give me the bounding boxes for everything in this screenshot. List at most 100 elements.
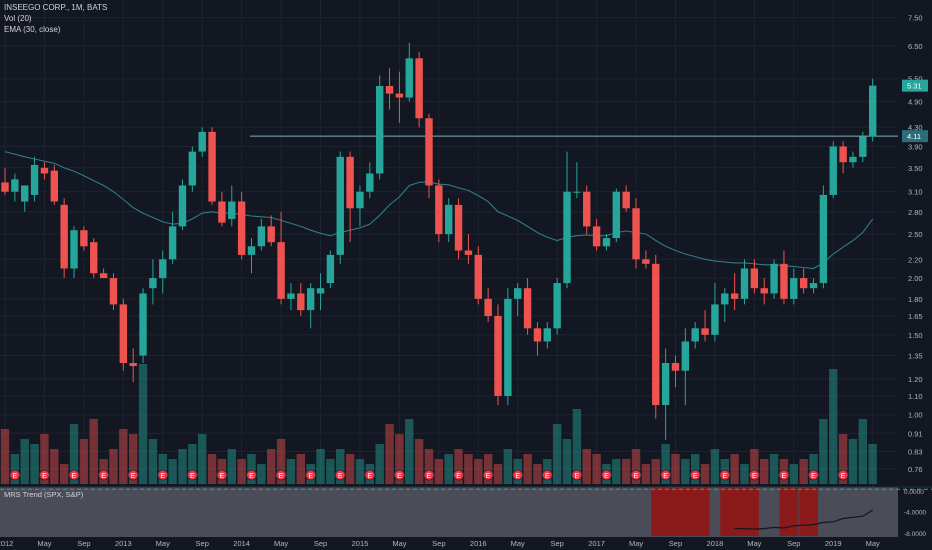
volume-bar — [30, 444, 39, 484]
candle-body — [730, 293, 739, 299]
earnings-letter: E — [72, 473, 77, 480]
candle-body — [80, 230, 88, 247]
candle-body — [1, 182, 9, 192]
candle — [583, 185, 591, 235]
candle — [740, 259, 749, 305]
candle — [691, 322, 699, 349]
candle-body — [306, 288, 315, 311]
volume-bar — [848, 439, 858, 484]
volume-bar — [789, 464, 798, 484]
volume-bar — [760, 459, 769, 484]
candle-body — [474, 254, 482, 299]
candle-body — [839, 146, 847, 163]
time-tick-label: 2018 — [707, 539, 724, 548]
candle — [287, 283, 295, 311]
candle-body — [149, 278, 157, 289]
volume-bar — [267, 449, 276, 484]
candle — [109, 273, 118, 311]
volume-bar — [188, 444, 197, 484]
volume-bar — [336, 449, 345, 484]
candle — [119, 298, 128, 371]
candle-body — [109, 278, 118, 305]
earnings-badge — [275, 469, 287, 481]
earnings-badge — [38, 469, 50, 481]
indicator-tick-label: 0.0000 — [904, 489, 924, 496]
price-tick-label: 2.50 — [908, 230, 923, 239]
earnings-marker: E — [748, 469, 760, 481]
candle — [346, 151, 354, 243]
time-tick-label: May — [511, 539, 525, 548]
candle-body — [11, 179, 19, 192]
volume-bar — [750, 449, 759, 484]
candle — [247, 238, 256, 274]
earnings-badge — [453, 469, 465, 481]
earnings-letter: E — [456, 473, 461, 480]
candle — [661, 348, 670, 440]
candle-body — [484, 298, 492, 317]
candle-body — [829, 146, 837, 195]
candle — [760, 278, 768, 305]
price-tick-label: 1.50 — [908, 331, 923, 340]
volume-bar — [40, 434, 49, 484]
candle-body — [464, 250, 473, 255]
candle — [523, 278, 532, 335]
mrs-trend-label[interactable]: MRS Trend (SPX, S&P) — [4, 490, 84, 499]
time-tick-label: May — [37, 539, 51, 548]
volume-bars — [0, 364, 877, 484]
volume-bar — [769, 454, 779, 484]
volume-bar — [109, 449, 118, 484]
earnings-letter: E — [42, 473, 47, 480]
earnings-marker: E — [216, 469, 228, 481]
candle-body — [809, 283, 818, 289]
candle — [612, 188, 621, 243]
candle-body — [188, 151, 197, 186]
candle-body — [119, 304, 128, 363]
time-tick-label: May — [747, 539, 761, 548]
volume-bar — [345, 454, 355, 484]
volume-bar — [483, 454, 493, 484]
volume-bar — [829, 369, 838, 484]
candle — [533, 322, 542, 356]
candle-body — [267, 226, 275, 243]
price-tick-label: 2.20 — [908, 255, 923, 264]
earnings-marker: E — [186, 469, 198, 481]
earnings-marker: E — [305, 469, 317, 481]
earnings-badge — [246, 469, 257, 481]
volume-bar — [740, 464, 749, 484]
time-axis[interactable]: 2012 May Sep 2013 May Sep 2014 May Sep 2015 May Sep… — [0, 539, 880, 548]
earnings-marker: E — [423, 469, 435, 481]
symbol-title[interactable]: INSEEGO CORP., 1M, BATS — [4, 3, 108, 12]
earnings-badge — [216, 469, 228, 481]
candle-body — [415, 58, 423, 119]
candle — [385, 68, 394, 110]
volume-bar — [710, 449, 720, 484]
indicator-tick-label: -8.0000 — [904, 531, 926, 538]
price-axis[interactable]: 7.50 6.50 5.50 4.90 4.30 3.90 3.50 3.10 2.80 2.50… — [902, 14, 928, 538]
volume-bar — [493, 464, 503, 484]
earnings-letter: E — [308, 473, 313, 480]
candle — [859, 131, 867, 163]
candle — [849, 151, 857, 168]
earnings-letter: E — [841, 473, 846, 480]
earnings-letter: E — [279, 473, 284, 480]
earnings-badge — [334, 469, 346, 481]
candle — [454, 198, 463, 260]
earnings-letter: E — [782, 473, 787, 480]
time-tick-label: 2017 — [588, 539, 605, 548]
candle-body — [661, 362, 670, 406]
mrs-band — [651, 488, 710, 536]
price-tick-label: 1.10 — [908, 392, 923, 401]
earnings-badge — [482, 469, 494, 481]
time-tick-label: 2012 — [0, 539, 13, 548]
candle-body — [356, 191, 364, 209]
candle — [494, 304, 502, 406]
candle — [504, 288, 512, 406]
indicator-tick-label: -4.0000 — [904, 510, 926, 517]
candle — [799, 268, 808, 294]
candle — [721, 288, 729, 323]
candle-body — [760, 288, 768, 294]
vol-label[interactable]: Vol (20) — [4, 14, 32, 23]
candle-body — [523, 288, 532, 329]
ema-label[interactable]: EMA (30, close) — [4, 25, 61, 34]
